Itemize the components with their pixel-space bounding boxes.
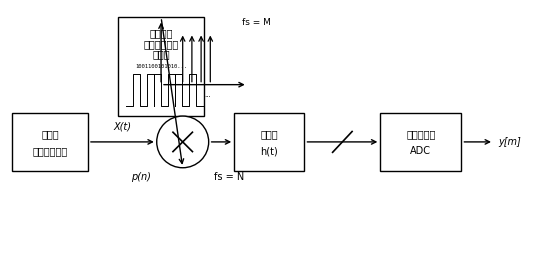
Text: h(t): h(t): [261, 146, 278, 156]
Text: p(n): p(n): [132, 172, 151, 182]
Text: 模拟输出信号: 模拟输出信号: [33, 146, 67, 156]
Bar: [12, 113, 88, 170]
Text: ...: ...: [205, 92, 211, 98]
Text: X(t): X(t): [113, 122, 131, 132]
Text: 发生器: 发生器: [152, 50, 170, 60]
Text: 随机投影: 随机投影: [149, 28, 173, 38]
Text: 1001100101010...: 1001100101010...: [135, 64, 187, 69]
Bar: [118, 17, 205, 116]
Text: ADC: ADC: [410, 146, 431, 156]
Text: 模数转换器: 模数转换器: [406, 129, 436, 139]
Bar: [234, 113, 305, 170]
Ellipse shape: [157, 116, 209, 168]
Text: 脉冲序列信号: 脉冲序列信号: [144, 39, 178, 49]
Text: y[m]: y[m]: [498, 137, 521, 147]
Text: fs = M: fs = M: [242, 18, 271, 27]
Text: 传感器: 传感器: [41, 129, 59, 139]
Text: fs = N: fs = N: [214, 172, 244, 182]
Text: 积分器: 积分器: [261, 129, 278, 139]
Bar: [380, 113, 461, 170]
